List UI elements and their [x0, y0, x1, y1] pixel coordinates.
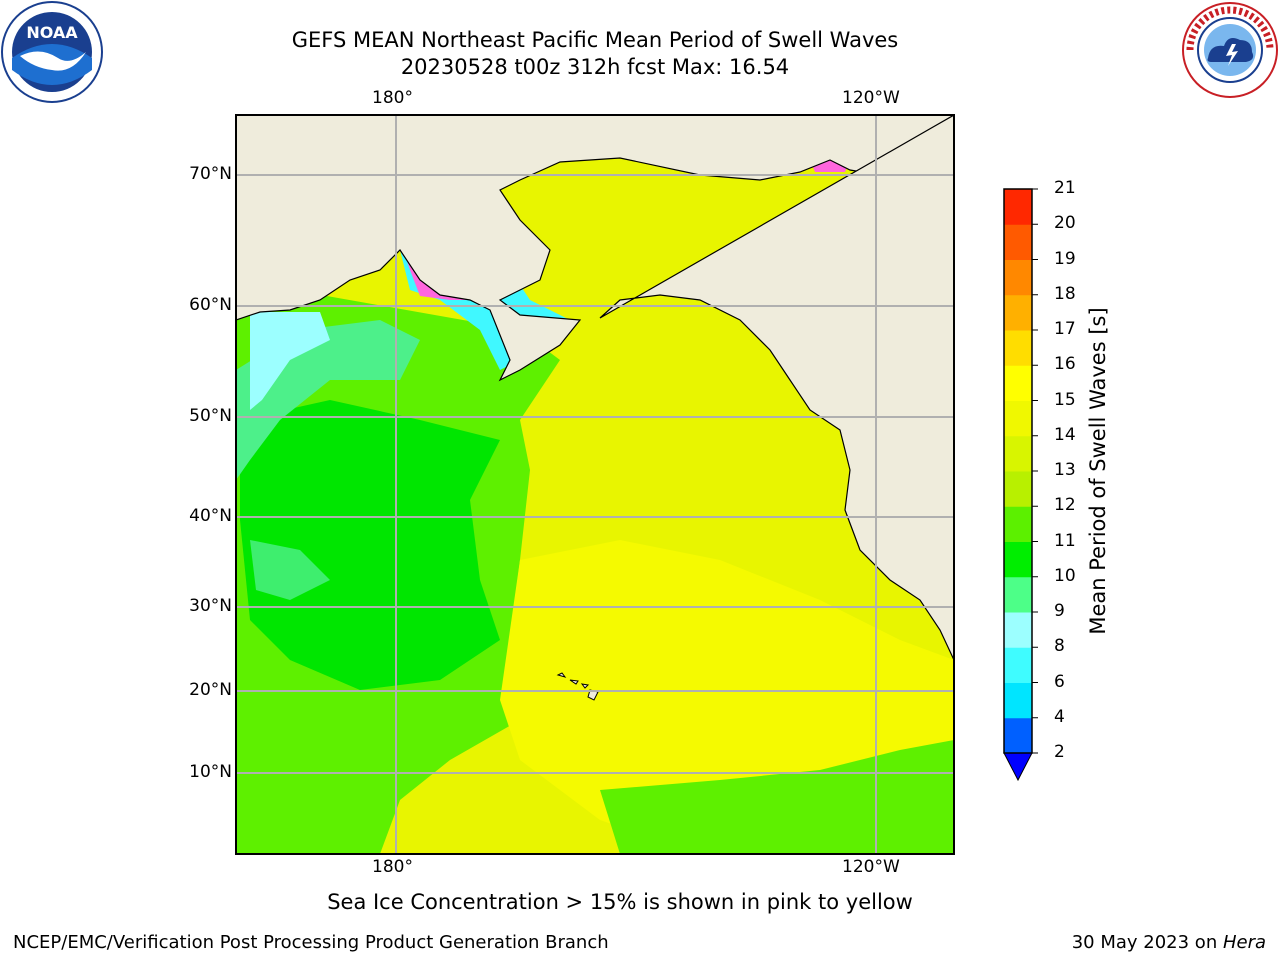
colorbar-tick-label: 8: [1054, 636, 1065, 657]
national-weather-service-logo: [1182, 2, 1278, 98]
colorbar-tick-label: 4: [1054, 706, 1065, 727]
colorbar-swatch: [1004, 365, 1032, 401]
colorbar-tick-label: 20: [1054, 213, 1076, 234]
colorbar-swatch: [1004, 612, 1032, 648]
sea-ice-note: Sea Ice Concentration > 15% is shown in …: [327, 890, 913, 914]
colorbar-tick-label: 10: [1054, 565, 1076, 586]
colorbar-swatch: [1004, 647, 1032, 683]
colorbar-swatch: [1004, 682, 1032, 719]
colorbar-tick-label: 13: [1054, 460, 1076, 480]
colorbar-swatch: [1004, 400, 1032, 437]
colorbar-tick-label: 2: [1054, 742, 1065, 762]
colorbar-tick-label: 6: [1054, 671, 1065, 692]
swell-zone-9s-2: [250, 540, 330, 600]
footer-credit: NCEP/EMC/Verification Post Processing Pr…: [13, 932, 609, 953]
lon-label-bottom-180: 180°: [372, 857, 413, 877]
lat-label-50n: 50°N: [189, 406, 232, 426]
colorbar-swatch: [1004, 259, 1032, 296]
colorbar-swatch: [1004, 294, 1032, 331]
chart-title: GEFS MEAN Northeast Pacific Mean Period …: [291, 28, 899, 52]
lon-label-top-120w: 120°W: [842, 88, 900, 108]
colorbar-swatch: [1004, 576, 1032, 613]
lat-label-10n: 10°N: [189, 762, 232, 782]
colorbar-tick-label: 11: [1054, 530, 1076, 551]
hawaii-islands: [556, 672, 599, 701]
land-north-america: [599, 115, 954, 661]
colorbar-swatch: [1004, 506, 1032, 542]
colorbar-tick-label: 15: [1054, 389, 1076, 410]
colorbar-tick-label: 14: [1054, 424, 1076, 445]
lat-label-20n: 20°N: [189, 680, 232, 700]
colorbar-swatch: [1004, 330, 1032, 366]
svg-text:NOAA: NOAA: [26, 23, 78, 42]
lat-label-70n: 70°N: [189, 164, 232, 184]
swell-zone-green-south: [600, 740, 954, 854]
map-frame: [235, 114, 955, 855]
swell-zone-10s: [240, 400, 500, 690]
colorbar-under-arrow: [1003, 752, 1033, 782]
lon-label-bottom-120w: 120°W: [842, 857, 900, 877]
noaa-logo: NOAA: [1, 1, 103, 103]
lat-label-60n: 60°N: [189, 295, 232, 315]
colorbar-tick-label: 21: [1054, 178, 1076, 198]
lat-label-40n: 40°N: [189, 506, 232, 526]
colorbar-swatch: [1004, 717, 1032, 754]
land-north: [236, 115, 954, 382]
colorbar-label: Mean Period of Swell Waves [s]: [1086, 307, 1110, 635]
colorbar-swatch: [1004, 471, 1032, 507]
footer-host: Hera: [1222, 932, 1266, 953]
lat-label-30n: 30°N: [189, 596, 232, 616]
colorbar-tick-label: 12: [1054, 495, 1076, 516]
colorbar-tick-label: 9: [1054, 601, 1065, 621]
colorbar-tick-label: 17: [1054, 319, 1076, 339]
graticule: [236, 115, 954, 854]
colorbar-swatch: [1004, 541, 1032, 578]
colorbar-swatch: [1004, 189, 1032, 225]
footer-date: 30 May 2023 on Hera: [1071, 932, 1266, 953]
colorbar-tick-label: 18: [1054, 283, 1076, 304]
colorbar-tick-label: 16: [1054, 354, 1076, 375]
colorbar-tick-label: 19: [1054, 248, 1076, 269]
swell-zone-8s: [250, 312, 330, 410]
chart-subtitle: 20230528 t00z 312h fcst Max: 16.54: [400, 55, 790, 79]
colorbar-swatch: [1004, 224, 1032, 260]
colorbar-swatch: [1004, 435, 1032, 472]
lon-label-top-180: 180°: [372, 88, 413, 108]
